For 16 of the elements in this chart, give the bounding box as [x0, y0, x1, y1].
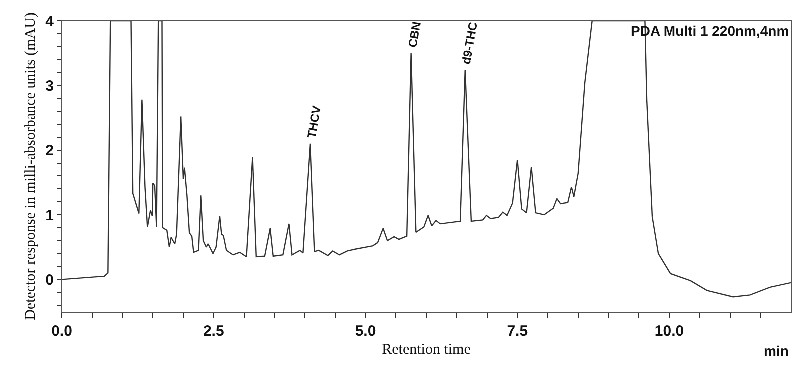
- x-tick-label: 5.0: [355, 323, 376, 340]
- y-axis-title: Detector response in milli-absorbance units (mAU): [22, 12, 39, 320]
- y-tick-label: 4: [46, 13, 55, 30]
- y-tick-label: 1: [46, 207, 54, 224]
- x-tick-label: 7.5: [507, 323, 528, 340]
- x-tick-label: 10.0: [654, 323, 684, 340]
- y-tick-label: 0: [46, 272, 54, 289]
- annotation: CBN: [406, 20, 424, 49]
- x-tick-label: 0.0: [52, 323, 72, 340]
- text: min: [764, 343, 789, 359]
- y-tick-label: 2: [46, 142, 54, 160]
- annotation: THCV: [304, 104, 324, 140]
- x-tick-label: 2.5: [203, 323, 224, 340]
- x-axis-title: Retention time: [382, 342, 472, 358]
- y-tick-label: 3: [46, 78, 54, 95]
- annotation: d9-THC: [459, 20, 481, 66]
